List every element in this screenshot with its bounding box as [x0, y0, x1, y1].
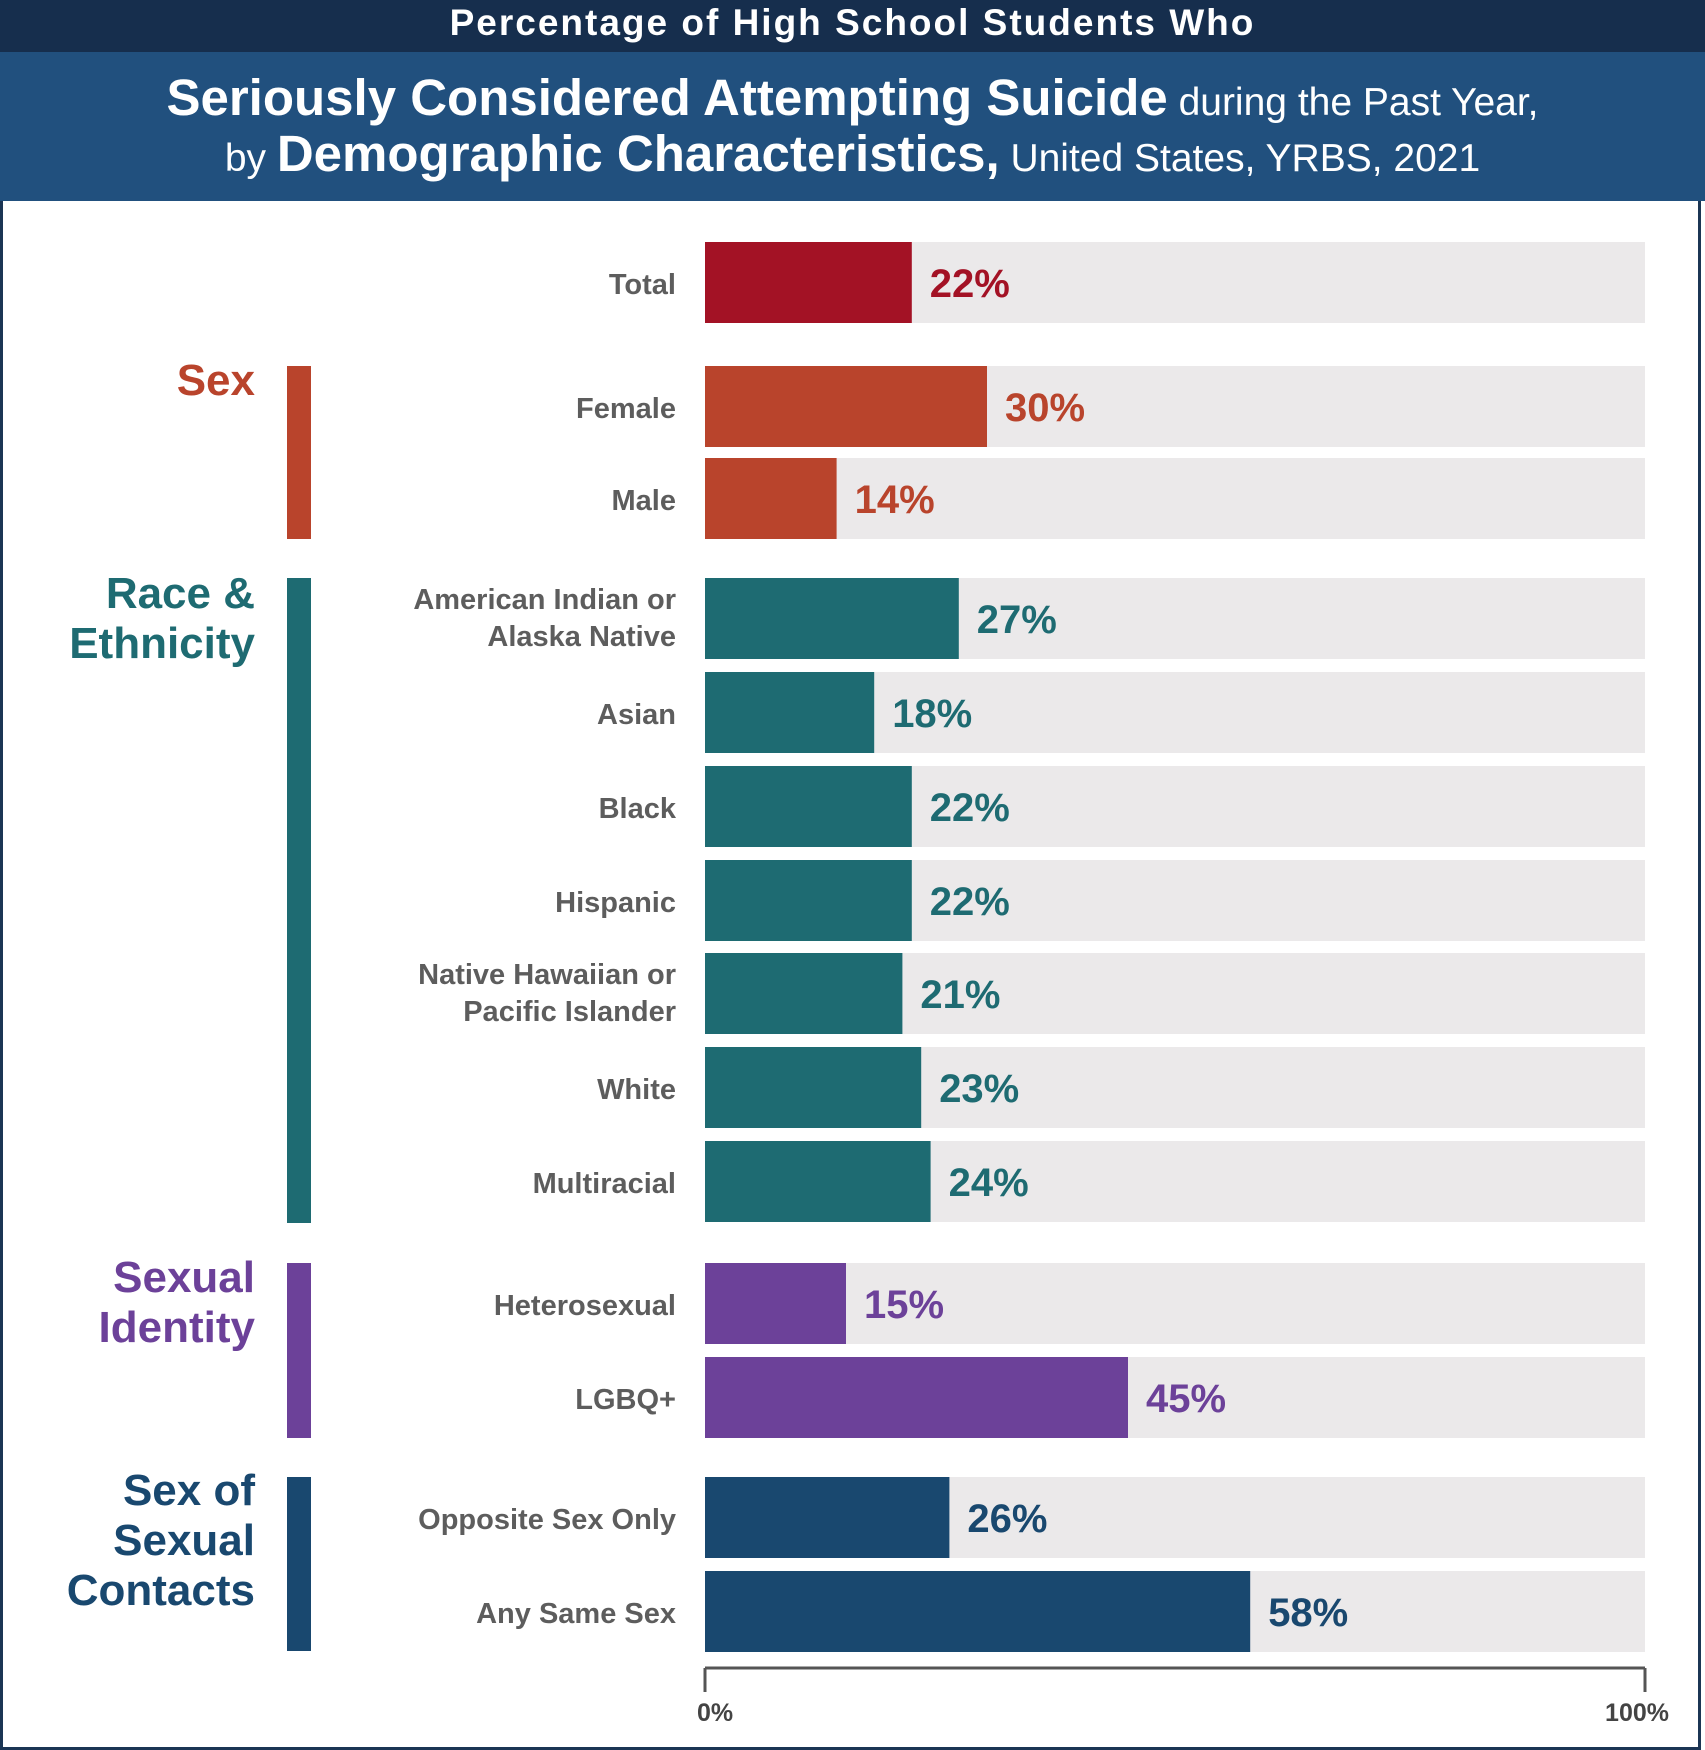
- data-label: 24%: [949, 1161, 1029, 1205]
- data-label: 22%: [930, 262, 1010, 306]
- group-label-line: Contacts: [67, 1566, 255, 1615]
- title-line-1: Seriously Considered Attempting Suicide …: [0, 68, 1705, 133]
- category-label: LGBQ+: [575, 1384, 676, 1416]
- data-label: 21%: [920, 973, 1000, 1017]
- group-label: Sex of Sexual Contacts: [67, 1466, 256, 1615]
- data-label: 58%: [1268, 1591, 1348, 1635]
- group-bracket: [287, 1263, 311, 1438]
- data-label: 18%: [892, 692, 972, 736]
- group-label-line: Sex of: [123, 1466, 255, 1515]
- group-label: Sex: [177, 356, 256, 405]
- bar: [705, 366, 987, 447]
- data-label: 30%: [1005, 386, 1085, 430]
- category-label: Female: [576, 393, 676, 425]
- bar: [705, 1047, 922, 1128]
- category-label: White: [597, 1074, 676, 1106]
- title-line-2: by Demographic Characteristics, United S…: [0, 124, 1705, 189]
- category-label-line: American Indian or: [413, 584, 676, 616]
- data-label: 14%: [855, 478, 935, 522]
- chart-title-band: Seriously Considered Attempting Suicide …: [0, 52, 1705, 201]
- title-prefix: by: [224, 137, 277, 180]
- group-label: Race & Ethnicity: [69, 569, 255, 668]
- bar: [705, 766, 912, 847]
- chart-supertitle: Percentage of High School Students Who: [0, 0, 1705, 52]
- title-suffix: during the Past Year,: [1167, 81, 1539, 124]
- title-emphasis-2: Demographic Characteristics,: [276, 125, 1000, 182]
- x-tick-label: 0%: [697, 1699, 733, 1727]
- data-label: 26%: [967, 1497, 1047, 1541]
- bar: [705, 578, 959, 659]
- bar: [705, 672, 875, 753]
- category-label-line: Pacific Islander: [463, 996, 676, 1028]
- bar: [705, 1357, 1128, 1438]
- category-label: Any Same Sex: [476, 1598, 676, 1630]
- bar: [705, 953, 903, 1034]
- data-label: 23%: [939, 1067, 1019, 1111]
- category-label: Total: [609, 269, 676, 301]
- bar-track: [705, 458, 1645, 539]
- bar: [705, 458, 837, 539]
- category-label: Black: [599, 793, 677, 825]
- group-label: Sexual Identity: [99, 1253, 256, 1352]
- bar: [705, 1477, 950, 1558]
- group-label-line: Race &: [106, 569, 255, 618]
- group-label-line: Sexual: [113, 1253, 255, 1302]
- group-label-line: Ethnicity: [69, 619, 255, 668]
- group-bracket: [287, 1477, 311, 1651]
- category-label: Asian: [597, 699, 676, 731]
- bar-track: [705, 1263, 1645, 1344]
- data-label: 45%: [1146, 1377, 1226, 1421]
- data-label: 15%: [864, 1283, 944, 1327]
- category-label: Opposite Sex Only: [418, 1504, 676, 1536]
- data-label: 22%: [930, 880, 1010, 924]
- category-label: Native Hawaiian or Pacific Islander: [418, 959, 676, 1028]
- category-label: Male: [612, 485, 676, 517]
- chart-frame: [0, 201, 1701, 1750]
- group-label-line: Sex: [177, 356, 256, 405]
- bar: [705, 1263, 846, 1344]
- data-label: 27%: [977, 598, 1057, 642]
- supertitle-text: Percentage of High School Students Who: [449, 2, 1256, 43]
- bar: [705, 242, 912, 323]
- title-emphasis: Seriously Considered Attempting Suicide: [166, 69, 1168, 126]
- bar: [705, 860, 912, 941]
- bar: [705, 1571, 1251, 1652]
- category-label: Hispanic: [555, 887, 676, 919]
- data-label: 22%: [930, 786, 1010, 830]
- category-label: American Indian or Alaska Native: [413, 584, 676, 653]
- group-bracket: [287, 366, 311, 539]
- bar: [705, 1141, 931, 1222]
- group-label-line: Identity: [99, 1303, 256, 1352]
- title-suffix-2: United States, YRBS, 2021: [999, 137, 1481, 180]
- category-label: Heterosexual: [494, 1290, 676, 1322]
- category-label: Multiracial: [533, 1168, 676, 1200]
- category-label-line: Native Hawaiian or: [418, 959, 676, 991]
- group-label-line: Sexual: [113, 1516, 255, 1565]
- x-tick-label: 100%: [1605, 1699, 1669, 1727]
- group-bracket: [287, 578, 311, 1223]
- category-label-line: Alaska Native: [487, 621, 676, 653]
